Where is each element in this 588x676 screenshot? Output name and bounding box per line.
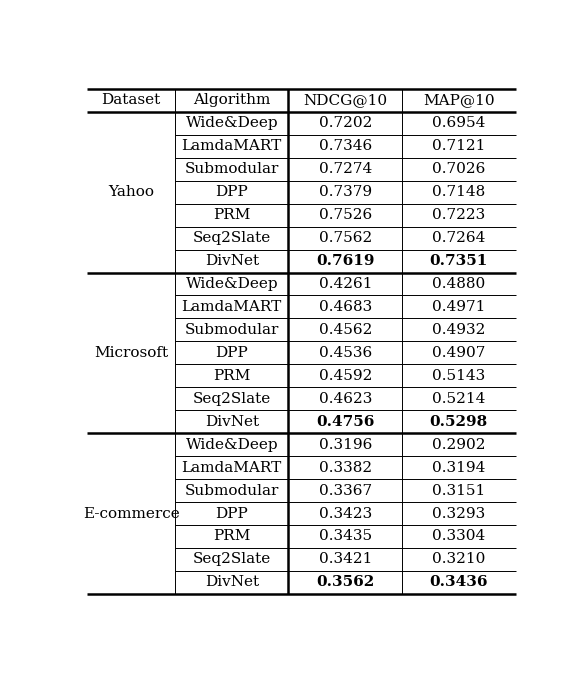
Text: 0.4880: 0.4880 — [432, 277, 486, 291]
Text: PRM: PRM — [213, 529, 250, 544]
Text: 0.7121: 0.7121 — [432, 139, 486, 153]
Text: Submodular: Submodular — [185, 162, 279, 176]
Text: NDCG@10: NDCG@10 — [303, 93, 387, 107]
Text: 0.4592: 0.4592 — [319, 369, 372, 383]
Text: 0.3435: 0.3435 — [319, 529, 372, 544]
Text: 0.3196: 0.3196 — [319, 437, 372, 452]
Text: 0.7346: 0.7346 — [319, 139, 372, 153]
Text: 0.7526: 0.7526 — [319, 208, 372, 222]
Text: Microsoft: Microsoft — [94, 346, 168, 360]
Text: 0.5143: 0.5143 — [432, 369, 486, 383]
Text: DivNet: DivNet — [205, 575, 259, 589]
Text: DivNet: DivNet — [205, 414, 259, 429]
Text: LamdaMART: LamdaMART — [182, 460, 282, 475]
Text: 0.7202: 0.7202 — [319, 116, 372, 130]
Text: 0.3423: 0.3423 — [319, 506, 372, 521]
Text: 0.4261: 0.4261 — [319, 277, 372, 291]
Text: 0.4932: 0.4932 — [432, 323, 486, 337]
Text: Wide&Deep: Wide&Deep — [185, 277, 278, 291]
Text: 0.7148: 0.7148 — [432, 185, 486, 199]
Text: 0.3194: 0.3194 — [432, 460, 486, 475]
Text: 0.4907: 0.4907 — [432, 346, 486, 360]
Text: LamdaMART: LamdaMART — [182, 139, 282, 153]
Text: PRM: PRM — [213, 369, 250, 383]
Text: 0.4971: 0.4971 — [432, 300, 486, 314]
Text: DPP: DPP — [215, 185, 248, 199]
Text: LamdaMART: LamdaMART — [182, 300, 282, 314]
Text: 0.4536: 0.4536 — [319, 346, 372, 360]
Text: DPP: DPP — [215, 506, 248, 521]
Text: Dataset: Dataset — [102, 93, 161, 107]
Text: Seq2Slate: Seq2Slate — [193, 392, 271, 406]
Text: MAP@10: MAP@10 — [423, 93, 495, 107]
Text: 0.3562: 0.3562 — [316, 575, 375, 589]
Text: 0.7351: 0.7351 — [430, 254, 488, 268]
Text: Submodular: Submodular — [185, 323, 279, 337]
Text: 0.4756: 0.4756 — [316, 414, 375, 429]
Text: 0.7026: 0.7026 — [432, 162, 486, 176]
Text: E-commerce: E-commerce — [83, 506, 179, 521]
Text: DivNet: DivNet — [205, 254, 259, 268]
Text: Wide&Deep: Wide&Deep — [185, 116, 278, 130]
Text: Algorithm: Algorithm — [193, 93, 270, 107]
Text: 0.3151: 0.3151 — [432, 483, 486, 498]
Text: 0.3436: 0.3436 — [429, 575, 488, 589]
Text: 0.4683: 0.4683 — [319, 300, 372, 314]
Text: 0.5214: 0.5214 — [432, 392, 486, 406]
Text: 0.3382: 0.3382 — [319, 460, 372, 475]
Text: 0.7562: 0.7562 — [319, 231, 372, 245]
Text: 0.7223: 0.7223 — [432, 208, 486, 222]
Text: 0.3367: 0.3367 — [319, 483, 372, 498]
Text: 0.7619: 0.7619 — [316, 254, 375, 268]
Text: DPP: DPP — [215, 346, 248, 360]
Text: 0.7264: 0.7264 — [432, 231, 486, 245]
Text: 0.4562: 0.4562 — [319, 323, 372, 337]
Text: 0.7274: 0.7274 — [319, 162, 372, 176]
Text: 0.6954: 0.6954 — [432, 116, 486, 130]
Text: 0.4623: 0.4623 — [319, 392, 372, 406]
Text: 0.5298: 0.5298 — [430, 414, 488, 429]
Text: Wide&Deep: Wide&Deep — [185, 437, 278, 452]
Text: PRM: PRM — [213, 208, 250, 222]
Text: 0.2902: 0.2902 — [432, 437, 486, 452]
Text: Seq2Slate: Seq2Slate — [193, 552, 271, 566]
Text: 0.3421: 0.3421 — [319, 552, 372, 566]
Text: Seq2Slate: Seq2Slate — [193, 231, 271, 245]
Text: 0.7379: 0.7379 — [319, 185, 372, 199]
Text: Yahoo: Yahoo — [108, 185, 154, 199]
Text: 0.3210: 0.3210 — [432, 552, 486, 566]
Text: 0.3304: 0.3304 — [432, 529, 486, 544]
Text: Submodular: Submodular — [185, 483, 279, 498]
Text: 0.3293: 0.3293 — [432, 506, 486, 521]
